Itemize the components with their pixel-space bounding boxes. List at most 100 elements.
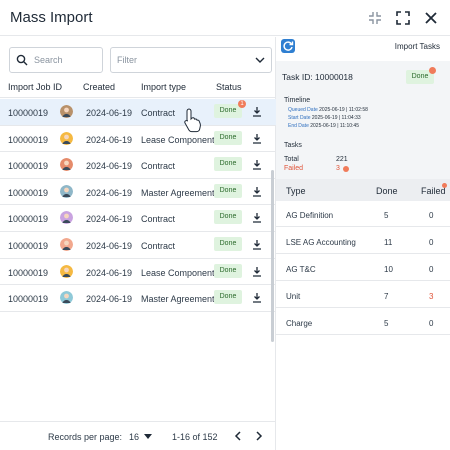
window-title: Mass Import (10, 9, 93, 26)
task-type: AG T&C (286, 265, 316, 274)
failed-value: 3 (336, 165, 340, 172)
status-badge: Done (214, 183, 242, 198)
created-date: 2024-06-19 (86, 267, 133, 278)
status-badge: Done (406, 70, 434, 84)
job-id: 10000019 (8, 214, 49, 225)
filter-placeholder: Filter (117, 55, 137, 65)
avatar (60, 237, 73, 251)
done-count: 5 (384, 319, 389, 328)
caret-down-icon[interactable] (144, 434, 152, 439)
table-row[interactable]: 10000019 2024-06-19 Lease Component Done (0, 126, 276, 153)
avatar (60, 211, 73, 225)
scrollbar[interactable] (271, 170, 274, 342)
total-value: 221 (336, 156, 348, 163)
task-type: Charge (286, 319, 313, 328)
timeline-end: End Date 2025-06-19 | 11:10:45 (288, 123, 359, 129)
table-row[interactable]: 10000019 2024-06-19 Contract Done (0, 205, 276, 232)
task-type: AG Definition (286, 211, 334, 220)
total-label: Total (284, 156, 299, 163)
import-type: Lease Component (141, 134, 215, 145)
import-type: Contract (141, 214, 176, 225)
task-summary-card: Task ID: 10000018 Done Timeline Queued D… (276, 61, 450, 179)
download-icon[interactable] (252, 106, 262, 117)
jobs-table-body: 10000019 2024-06-19 Contract Done 1 1000… (0, 99, 276, 312)
task-type: Unit (286, 292, 301, 301)
download-icon[interactable] (252, 212, 262, 224)
download-icon[interactable] (252, 186, 262, 197)
import-type: Contract (141, 240, 176, 251)
avatar (60, 131, 73, 145)
panel-title: Import Tasks (394, 42, 440, 51)
alert-badge: 1 (238, 100, 246, 108)
import-tasks-panel: Import Tasks Task ID: 10000018 Done Time… (276, 37, 450, 450)
page-range: 1-16 of 152 (172, 432, 218, 442)
download-icon[interactable] (252, 159, 262, 170)
status-badge: Done (214, 236, 242, 251)
table-row[interactable]: 10000019 2024-06-19 Lease Component Done (0, 259, 276, 286)
task-type-row: AG Definition 5 0 (276, 201, 450, 227)
status-badge: Done (214, 130, 242, 145)
status-badge: Done (214, 263, 242, 278)
column-type: Type (286, 186, 306, 196)
column-status[interactable]: Status (216, 82, 242, 92)
chevron-left-icon[interactable] (234, 431, 243, 441)
import-type: Master Agreement (141, 294, 215, 305)
column-import-type[interactable]: Import type (141, 82, 187, 92)
done-count: 10 (384, 265, 393, 274)
failed-label: Failed (284, 165, 304, 172)
timeline-label: Timeline (284, 97, 311, 104)
failed-dot (343, 166, 349, 172)
failed-count: 0 (429, 265, 434, 274)
records-per-page-label: Records per page: (48, 432, 123, 442)
fullscreen-icon[interactable] (394, 9, 412, 27)
table-row[interactable]: 10000019 2024-06-19 Master Agreement Don… (0, 285, 276, 312)
close-icon[interactable] (422, 9, 440, 27)
filter-select[interactable]: Filter (110, 47, 272, 73)
table-row[interactable]: 10000019 2024-06-19 Master Agreement Don… (0, 179, 276, 206)
refresh-icon (283, 41, 294, 51)
done-count: 7 (384, 292, 389, 301)
done-count: 5 (384, 211, 389, 220)
collapse-icon[interactable] (366, 9, 384, 27)
task-types-header: Type Done Failed (276, 179, 450, 201)
alert-dot (429, 67, 436, 74)
import-type: Contract (141, 161, 176, 172)
created-date: 2024-06-19 (86, 214, 133, 225)
refresh-button[interactable] (281, 39, 295, 53)
pagination-footer: Records per page: 16 1-16 of 152 (0, 421, 276, 450)
status-badge: Done (214, 210, 242, 225)
chevron-right-icon[interactable] (254, 431, 263, 441)
task-type-row: LSE AG Accounting 11 0 (276, 228, 450, 254)
download-icon[interactable] (252, 292, 262, 303)
created-date: 2024-06-19 (86, 187, 133, 198)
download-icon[interactable] (252, 133, 262, 144)
chevron-down-icon (255, 57, 265, 63)
download-icon[interactable] (252, 266, 262, 277)
jobs-table-header: Import Job ID Created Import type Status (0, 76, 276, 98)
column-created[interactable]: Created (83, 82, 116, 92)
column-import-job-id[interactable]: Import Job ID (8, 82, 63, 92)
created-date: 2024-06-19 (86, 294, 133, 305)
table-row[interactable]: 10000019 2024-06-19 Contract Done (0, 152, 276, 179)
search-input[interactable]: Search (9, 47, 103, 73)
table-row[interactable]: 10000019 2024-06-19 Contract Done (0, 232, 276, 259)
avatar (60, 158, 73, 172)
timeline-queued: Queued Date 2025-06-19 | 11:02:58 (288, 107, 368, 113)
failed-count: 0 (429, 211, 434, 220)
header: Mass Import (0, 0, 450, 36)
status-badge: Done (214, 157, 242, 172)
search-icon (16, 54, 28, 66)
per-page-select[interactable]: 16 (129, 432, 140, 442)
job-id: 10000019 (8, 134, 49, 145)
column-failed: Failed (421, 186, 446, 196)
avatar (60, 264, 73, 278)
download-icon[interactable] (252, 239, 262, 250)
failed-count: 3 (429, 292, 434, 301)
failed-count: 0 (429, 238, 434, 247)
timeline-start: Start Date 2025-06-19 | 11:04:33 (288, 115, 361, 121)
table-row[interactable]: 10000019 2024-06-19 Contract Done 1 (0, 99, 276, 126)
job-id: 10000019 (8, 267, 49, 278)
status-badge: Done (214, 104, 242, 118)
import-jobs-panel: Search Filter Import Job ID Created Impo… (0, 37, 276, 450)
